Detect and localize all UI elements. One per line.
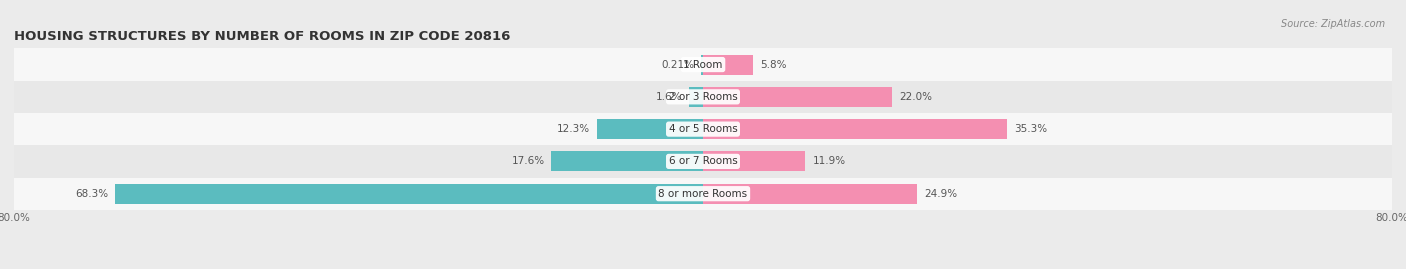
Bar	[703, 184, 918, 204]
Bar	[14, 113, 1392, 145]
Bar	[115, 184, 703, 204]
Text: Source: ZipAtlas.com: Source: ZipAtlas.com	[1281, 19, 1385, 29]
Bar	[703, 151, 806, 171]
Bar	[14, 81, 1392, 113]
Text: 68.3%: 68.3%	[75, 189, 108, 199]
Bar	[703, 87, 893, 107]
Bar	[703, 55, 754, 75]
Text: 22.0%: 22.0%	[900, 92, 932, 102]
Text: 17.6%: 17.6%	[512, 156, 544, 167]
Text: 2 or 3 Rooms: 2 or 3 Rooms	[669, 92, 737, 102]
Text: 11.9%: 11.9%	[813, 156, 845, 167]
Bar	[551, 151, 703, 171]
Text: 24.9%: 24.9%	[924, 189, 957, 199]
Bar	[703, 119, 1007, 139]
Text: 1.6%: 1.6%	[655, 92, 682, 102]
Bar	[689, 87, 703, 107]
Text: 0.21%: 0.21%	[661, 59, 695, 70]
Bar	[598, 119, 703, 139]
Bar	[702, 55, 703, 75]
Text: 8 or more Rooms: 8 or more Rooms	[658, 189, 748, 199]
Text: 35.3%: 35.3%	[1014, 124, 1047, 134]
Text: 12.3%: 12.3%	[557, 124, 591, 134]
Text: 6 or 7 Rooms: 6 or 7 Rooms	[669, 156, 737, 167]
Text: 1 Room: 1 Room	[683, 59, 723, 70]
Bar	[14, 48, 1392, 81]
Text: 4 or 5 Rooms: 4 or 5 Rooms	[669, 124, 737, 134]
Text: HOUSING STRUCTURES BY NUMBER OF ROOMS IN ZIP CODE 20816: HOUSING STRUCTURES BY NUMBER OF ROOMS IN…	[14, 30, 510, 43]
Text: 5.8%: 5.8%	[759, 59, 786, 70]
Bar	[14, 178, 1392, 210]
Bar	[14, 145, 1392, 178]
